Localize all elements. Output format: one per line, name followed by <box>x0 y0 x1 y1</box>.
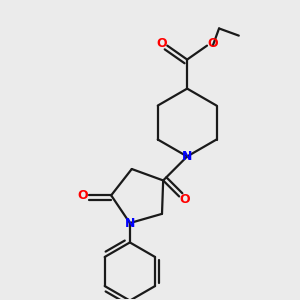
Text: N: N <box>125 217 135 230</box>
Text: O: O <box>180 193 190 206</box>
Text: N: N <box>182 150 192 163</box>
Text: O: O <box>156 37 167 50</box>
Text: O: O <box>208 37 218 50</box>
Text: O: O <box>77 189 88 202</box>
